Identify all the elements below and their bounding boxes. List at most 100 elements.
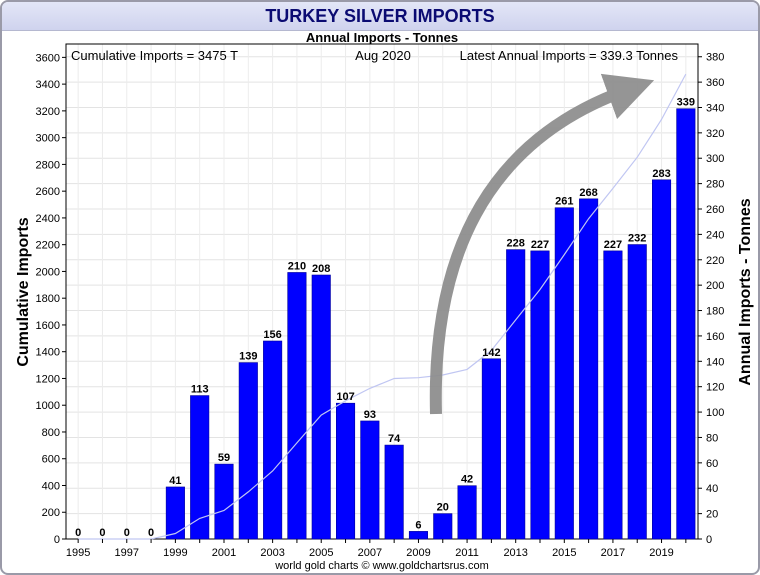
bar-value-label: 139 [239,351,257,363]
left-axis-tick-label: 1600 [36,320,60,332]
right-axis-tick-label: 200 [706,280,724,292]
x-axis-tick-label: 1995 [66,547,90,559]
bar [652,179,672,540]
bar [263,340,283,540]
x-axis-tick-label: 2017 [601,547,625,559]
bar [214,463,234,540]
right-axis-tick-label: 60 [706,458,718,470]
bar [311,274,331,540]
x-axis-tick-label: 2005 [309,547,333,559]
x-axis-tick-label: 2013 [503,547,527,559]
right-axis-tick-label: 180 [706,306,724,318]
right-axis-tick-label: 40 [706,483,718,495]
latest-annotation: Latest Annual Imports = 339.3 Tonnes [460,48,679,63]
gridlines [66,44,698,540]
left-axis-tick-label: 3000 [36,133,60,145]
bar [627,244,647,540]
left-axis-tick-label: 400 [42,480,60,492]
bars [165,108,696,540]
right-axis-tick-label: 280 [706,179,724,191]
bar-value-label: 228 [507,238,525,250]
bar [433,513,453,540]
left-axis-tick-label: 200 [42,507,60,519]
title-band [2,2,758,31]
bar [190,395,210,540]
right-axis-tick-label: 380 [706,52,724,64]
bar-value-label: 227 [531,239,549,251]
left-axis-tick-label: 3200 [36,106,60,118]
right-axis-tick-label: 140 [706,356,724,368]
chart-subtitle: Annual Imports - Tonnes [306,30,458,45]
bar-value-label: 6 [415,519,421,531]
bar [554,207,574,540]
bar-value-label: 74 [388,433,401,445]
x-axis-tick-label: 2007 [358,547,382,559]
bar-value-label: 208 [312,263,330,275]
right-axis-tick-label: 320 [706,128,724,140]
bar-value-label: 41 [169,475,181,487]
right-axis-tick-label: 300 [706,153,724,165]
bar [384,444,404,540]
bar-value-label: 93 [364,409,376,421]
x-axis-ticks: 1995 1997 1999 2001 2003 2005 2007 2009 2011 2013… [66,539,687,559]
x-axis-tick-label: 2015 [552,547,576,559]
right-axis-tick-label: 100 [706,407,724,419]
left-axis-tick-label: 1400 [36,347,60,359]
source-credit: world gold charts © www.goldchartsrus.co… [274,560,489,572]
left-axis-tick-label: 1000 [36,400,60,412]
bar-value-label: 227 [604,239,622,251]
right-axis-label: Annual Imports - Tonnes [737,198,754,385]
bar [287,272,307,540]
left-axis-tick-label: 600 [42,454,60,466]
bar [506,249,526,540]
bar-value-label: 113 [191,384,209,396]
cumulative-line [78,73,687,540]
bar [360,420,380,540]
bar [603,250,623,540]
right-axis-tick-label: 80 [706,432,718,444]
left-axis-label: Cumulative Imports [15,217,32,366]
x-axis-tick-label: 1999 [163,547,187,559]
left-axis-tick-label: 3400 [36,79,60,91]
left-axis-tick-label: 2200 [36,240,60,252]
bar-value-label: 268 [579,187,597,199]
page-title: TURKEY SILVER IMPORTS [265,6,495,26]
x-axis-tick-label: 1997 [115,547,139,559]
right-axis-tick-label: 220 [706,255,724,267]
right-axis-tick-label: 360 [706,77,724,89]
right-axis-tick-label: 260 [706,204,724,216]
x-axis-tick-label: 2019 [649,547,673,559]
x-axis-tick-label: 2003 [260,547,284,559]
bar-value-label: 0 [148,527,154,539]
left-axis-tick-label: 2800 [36,159,60,171]
right-axis-tick-label: 340 [706,102,724,114]
bar [481,358,501,540]
right-axis-tick-label: 120 [706,382,724,394]
right-axis-tick-label: 20 [706,509,718,521]
x-axis-tick-label: 2001 [212,547,236,559]
bar [579,198,599,540]
x-axis-tick-label: 2011 [455,547,479,559]
bar-value-label: 156 [263,329,281,341]
x-axis-tick-label: 2009 [406,547,430,559]
right-axis-tick-label: 160 [706,331,724,343]
bar [165,486,185,540]
date-annotation: Aug 2020 [355,48,411,63]
bar-value-label: 20 [437,502,449,514]
bar-value-label: 59 [218,452,230,464]
left-axis-tick-label: 2400 [36,213,60,225]
bar-labels: 0 0 0 0 41 113 59 139 156 210 208 107 93 74 6 20 42 142 22… [75,97,695,539]
bar [530,250,550,540]
left-axis-tick-label: 800 [42,427,60,439]
cumulative-annotation: Cumulative Imports = 3475 T [71,48,238,63]
bar-value-label: 142 [482,347,500,359]
right-axis-tick-label: 0 [706,534,712,546]
left-axis-ticks: 0 200 400 600 800 1000 1200 1400 1600 1800 2000 220… [36,52,66,546]
right-axis-ticks: 0 20 40 60 80 100 120 140 160 180 200 220 240 260 280 3… [698,52,724,546]
left-axis-tick-label: 2000 [36,266,60,278]
left-axis-tick-label: 1800 [36,293,60,305]
bar-value-label: 107 [336,391,354,403]
bar-value-label: 0 [99,527,105,539]
bar [408,531,428,540]
